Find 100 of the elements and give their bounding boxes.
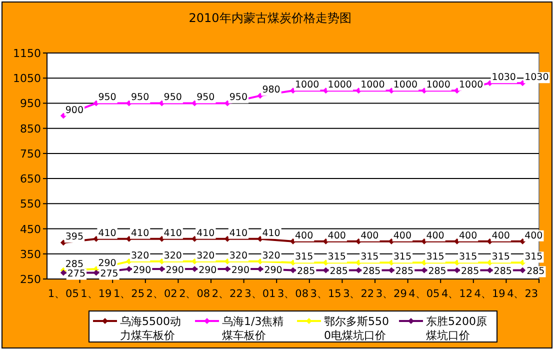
x-tick-label: 4、12	[441, 288, 473, 300]
data-label: 315	[393, 252, 412, 263]
y-tick-label: 850	[20, 122, 41, 136]
data-label: 1000	[295, 80, 320, 91]
data-label: 1030	[524, 72, 549, 84]
data-label: 315	[426, 252, 444, 263]
data-label: 275	[100, 268, 118, 280]
data-label: 320	[131, 250, 150, 262]
x-tick-label: 3、08	[277, 288, 309, 300]
data-label: 285	[362, 266, 381, 278]
data-label: 315	[459, 252, 478, 263]
data-label: 315	[524, 252, 543, 263]
point	[520, 260, 526, 266]
data-label: 950	[98, 92, 116, 104]
data-label: 315	[360, 252, 379, 263]
data-label: 950	[131, 92, 150, 104]
x-tick-label: 1、19	[80, 288, 112, 300]
x-tick-label: 4、05	[408, 288, 440, 300]
data-label: 400	[393, 230, 412, 242]
legend-label: 鄂尔多斯5500电煤坑口价	[324, 315, 389, 342]
data-label: 285	[461, 266, 480, 278]
data-label: 410	[196, 228, 215, 239]
data-label: 320	[196, 250, 215, 262]
y-tick-label: 1150	[13, 47, 41, 60]
y-tick-label: 750	[20, 147, 41, 160]
data-label: 410	[131, 228, 150, 239]
data-label: 285	[330, 266, 348, 278]
chart-title: 2010年内蒙古煤炭价格走势图	[188, 11, 352, 25]
data-label: 400	[426, 230, 444, 242]
data-label: 1000	[393, 80, 418, 91]
y-tick-label: 650	[20, 172, 41, 186]
legend-label: 乌海5500动力煤车板价	[120, 315, 181, 342]
data-label: 290	[133, 264, 152, 276]
data-label: 290	[98, 258, 116, 269]
data-label: 410	[229, 228, 248, 239]
x-tick-label: 3、29	[376, 288, 407, 300]
x-tick-label: 1、05	[48, 288, 79, 300]
data-label: 285	[428, 266, 446, 278]
y-tick-label: 550	[20, 198, 41, 211]
data-label: 285	[395, 266, 414, 278]
data-label: 410	[98, 228, 116, 239]
y-tick-label: 250	[20, 273, 41, 286]
point	[126, 100, 132, 106]
data-label: 320	[164, 250, 182, 262]
point	[290, 88, 296, 94]
data-label: 285	[526, 266, 545, 278]
data-label: 315	[328, 252, 346, 263]
data-label: 285	[65, 259, 84, 270]
point	[60, 270, 66, 276]
point	[520, 80, 526, 86]
data-label: 320	[262, 250, 280, 262]
point	[520, 267, 526, 274]
data-label: 900	[65, 104, 84, 116]
data-label: 950	[229, 92, 248, 104]
data-label: 315	[492, 252, 510, 263]
data-label: 315	[295, 252, 314, 263]
point	[290, 260, 296, 266]
x-tick-label: 3、15	[310, 288, 342, 300]
data-label: 980	[262, 84, 280, 96]
data-label: 410	[262, 228, 280, 239]
data-label: 400	[492, 230, 510, 242]
y-tick-label: 1050	[13, 72, 41, 86]
x-tick-label: 4、23	[507, 288, 538, 300]
point	[290, 267, 296, 274]
legend-label: 乌海1/3焦精煤车板价	[222, 315, 284, 342]
x-tick-label: 2、08	[179, 288, 210, 300]
data-label: 285	[297, 266, 316, 278]
data-label: 395	[65, 232, 84, 243]
x-tick-label: 4、19	[474, 288, 506, 300]
x-tick-label: 2、22	[212, 288, 243, 300]
data-label: 410	[164, 228, 182, 239]
data-label: 400	[459, 230, 478, 242]
data-label: 400	[328, 230, 346, 242]
point	[454, 88, 460, 94]
legend-label: 东胜5200原煤坑口价	[426, 315, 487, 342]
point	[60, 240, 66, 246]
y-tick-label: 450	[20, 222, 41, 236]
x-tick-label: 3、22	[343, 288, 374, 300]
data-label: 290	[198, 264, 217, 276]
data-label: 400	[360, 230, 379, 242]
x-tick-label: 2、02	[146, 288, 178, 300]
data-label: 950	[196, 92, 215, 104]
data-label: 290	[264, 264, 282, 276]
data-label: 400	[524, 230, 543, 242]
data-label: 1000	[328, 80, 352, 91]
point	[454, 260, 460, 266]
x-tick-label: 3、01	[244, 288, 276, 300]
data-label: 285	[494, 266, 512, 278]
data-label: 290	[166, 264, 184, 276]
data-label: 950	[164, 92, 182, 104]
data-label: 1000	[360, 80, 385, 91]
data-label: 1030	[492, 72, 516, 84]
y-tick-label: 350	[20, 248, 41, 261]
data-label: 290	[231, 264, 250, 276]
y-tick-label: 950	[20, 97, 41, 110]
data-label: 1000	[426, 80, 450, 91]
x-tick-label: 1、25	[113, 288, 145, 300]
data-label: 400	[295, 230, 314, 242]
point	[454, 267, 460, 274]
data-label: 1000	[459, 80, 484, 91]
